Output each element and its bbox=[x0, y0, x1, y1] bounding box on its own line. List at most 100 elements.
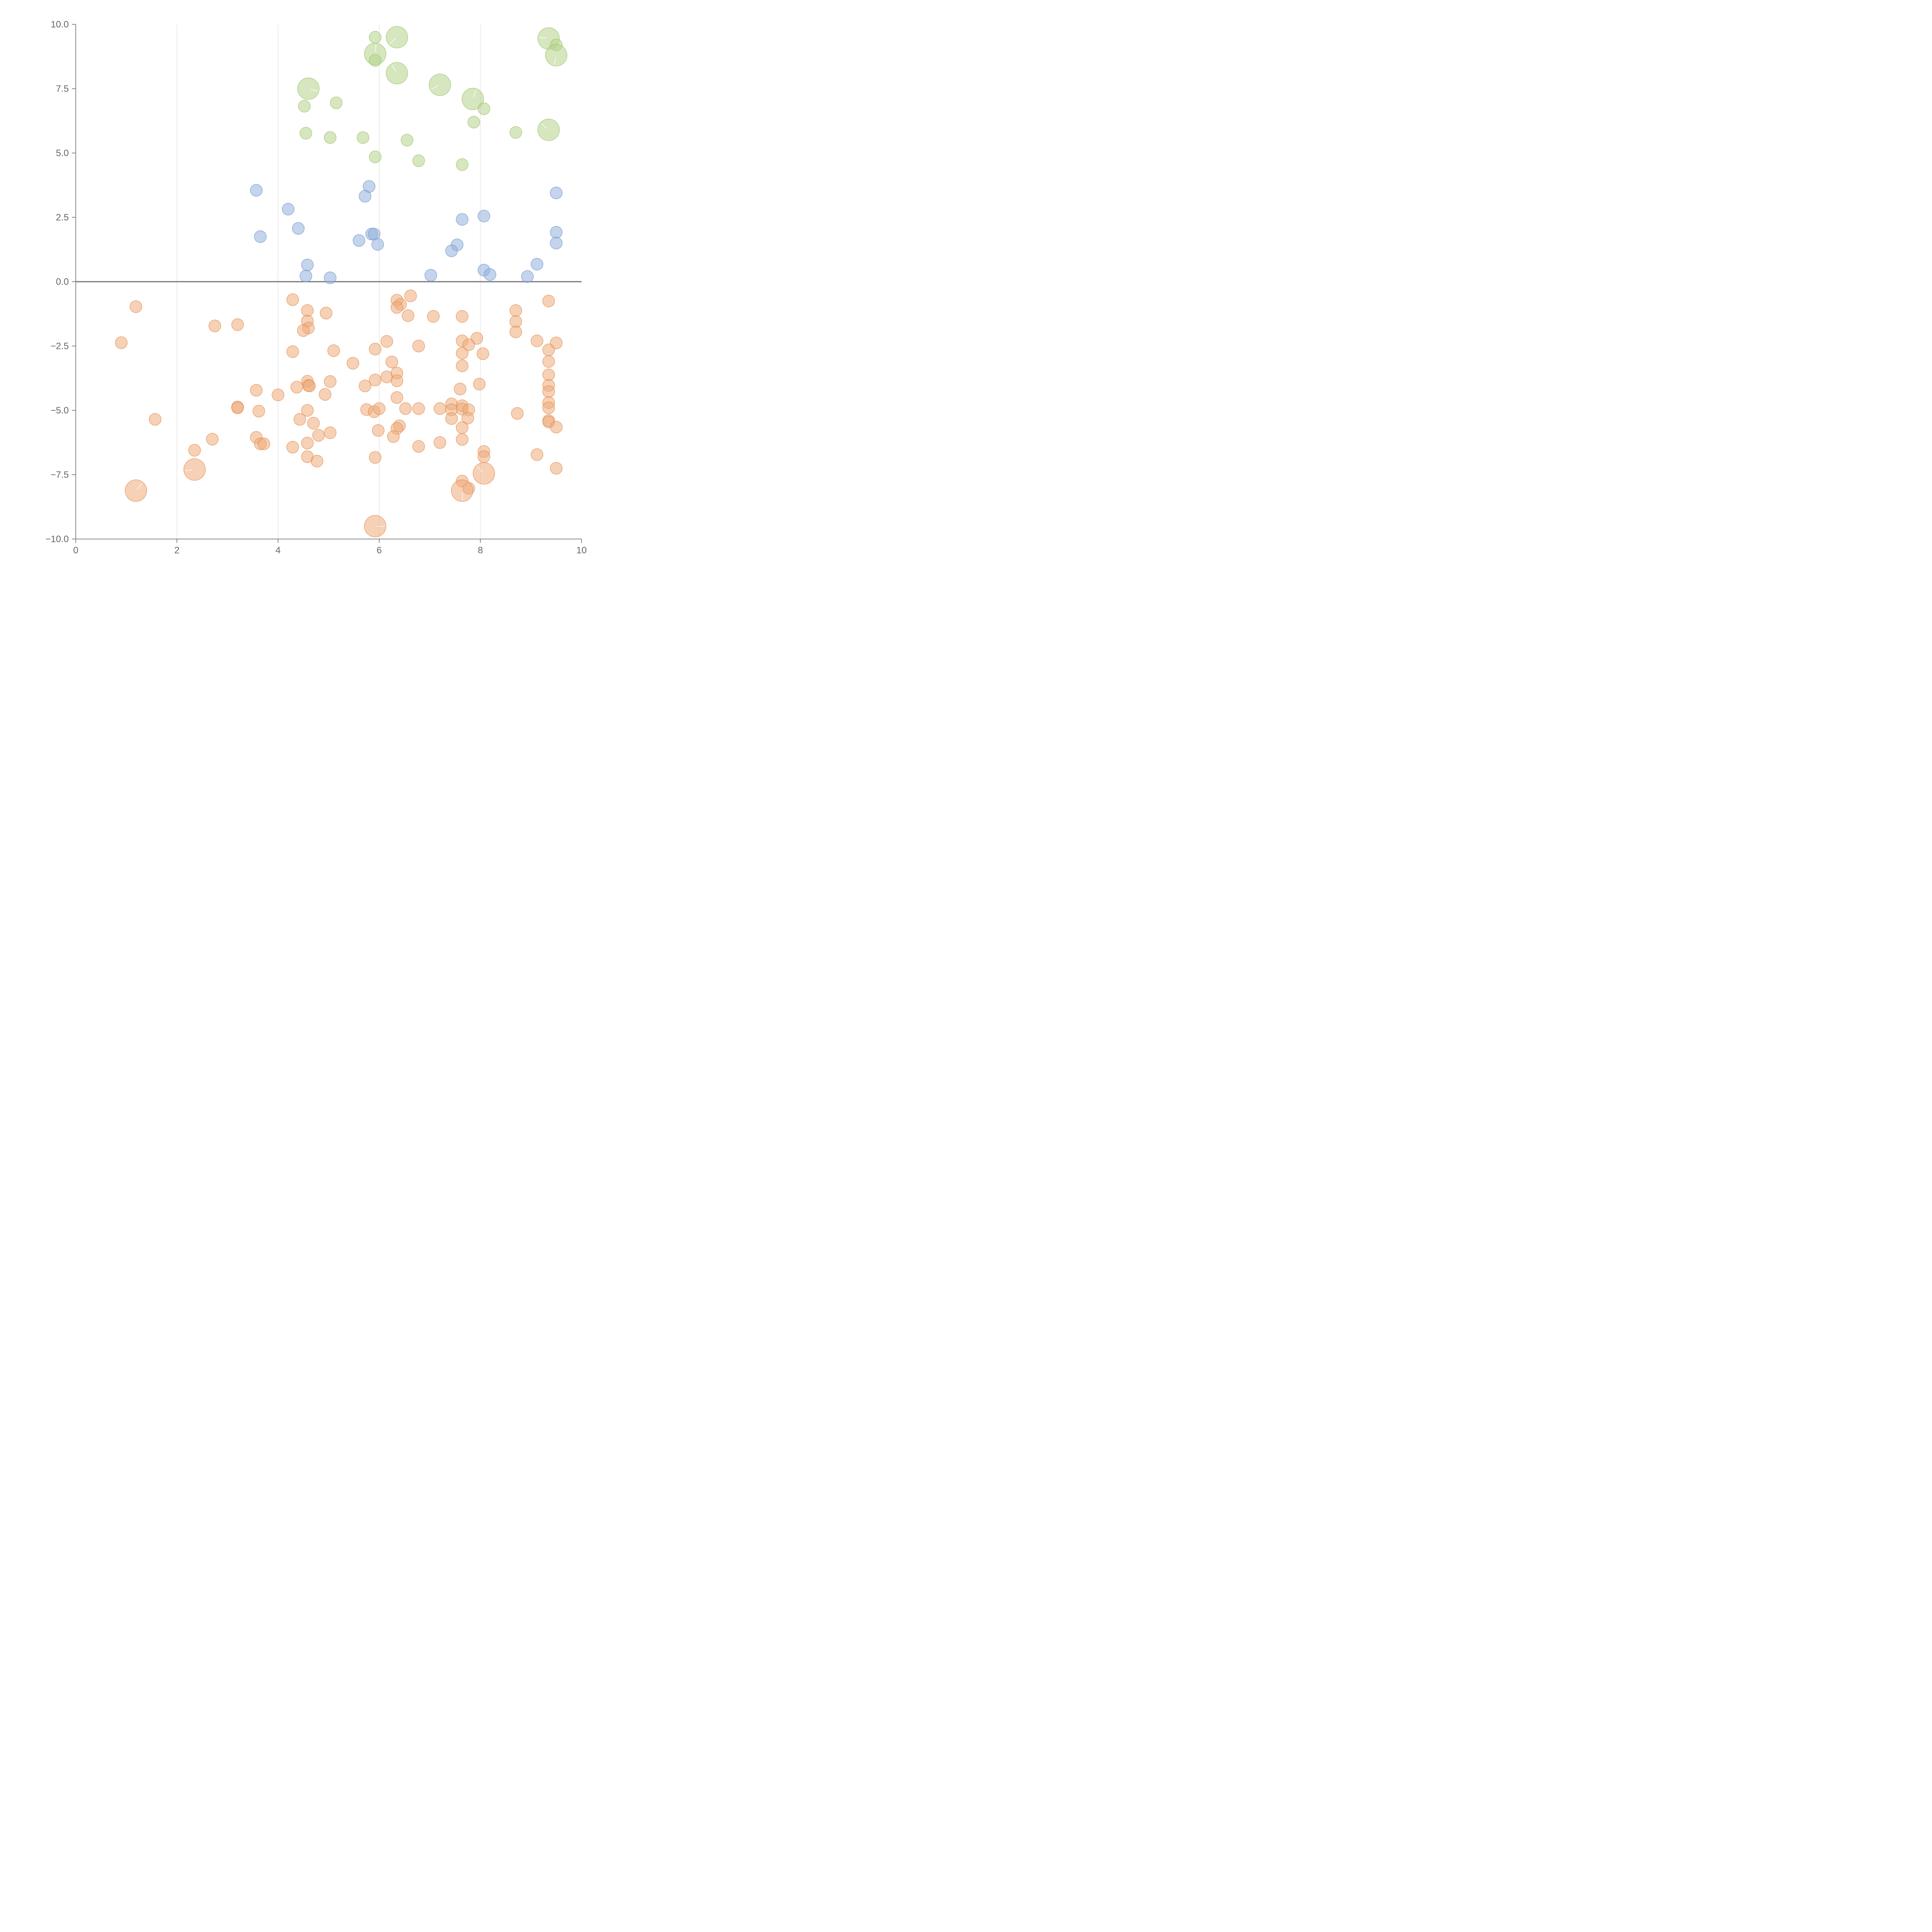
orange-point bbox=[301, 437, 314, 449]
orange-point bbox=[380, 335, 393, 348]
orange-point bbox=[542, 294, 555, 308]
y-tick-label: −10.0 bbox=[45, 534, 69, 544]
green-point-marker bbox=[391, 65, 396, 72]
blue-point bbox=[352, 234, 366, 247]
y-tick-label: 5.0 bbox=[56, 148, 69, 158]
blue-point bbox=[371, 238, 384, 251]
orange-point-marker bbox=[462, 492, 463, 500]
blue-point bbox=[250, 184, 263, 197]
orange-point bbox=[301, 304, 314, 317]
orange-point bbox=[542, 355, 555, 368]
blue-point bbox=[531, 258, 544, 270]
orange-point bbox=[369, 343, 382, 355]
orange-point bbox=[412, 402, 425, 415]
orange-point bbox=[286, 345, 299, 358]
green-point bbox=[429, 73, 451, 96]
tick-labels: 0 2 4 6 8 10 −10.0 −7.5 −5.0 −2.5 0.0 2.5 5.0 7.5 10.0 bbox=[45, 19, 587, 556]
orange-point bbox=[511, 407, 524, 420]
orange-point bbox=[434, 402, 446, 415]
blue-point bbox=[550, 226, 563, 239]
blue-point bbox=[292, 222, 305, 235]
orange-point bbox=[542, 344, 555, 356]
orange-point bbox=[257, 437, 270, 450]
orange-point bbox=[252, 405, 265, 418]
orange-point bbox=[451, 480, 473, 502]
green-point bbox=[299, 127, 312, 139]
orange-point bbox=[286, 440, 299, 454]
orange-point bbox=[319, 388, 332, 401]
blue-point bbox=[282, 202, 295, 216]
orange-point bbox=[542, 368, 555, 381]
green-point-marker bbox=[310, 89, 318, 92]
green-point-marker bbox=[473, 90, 476, 97]
orange-point bbox=[390, 301, 403, 314]
green-point bbox=[461, 88, 484, 110]
orange-point bbox=[183, 458, 206, 481]
blue-point bbox=[456, 213, 469, 226]
orange-point bbox=[372, 424, 385, 437]
orange-point bbox=[272, 388, 284, 401]
blue-point bbox=[483, 268, 497, 281]
green-point-marker bbox=[375, 44, 376, 52]
orange-point bbox=[456, 347, 469, 360]
orange-point bbox=[320, 307, 333, 320]
orange-point bbox=[369, 374, 382, 386]
blue-point bbox=[424, 269, 437, 282]
orange-point bbox=[412, 440, 425, 453]
green-point bbox=[401, 134, 413, 146]
orange-point bbox=[473, 462, 495, 485]
blue-point bbox=[445, 244, 458, 257]
orange-point bbox=[550, 462, 563, 475]
orange-point bbox=[286, 293, 299, 306]
orange-point bbox=[531, 334, 544, 347]
orange-point bbox=[327, 344, 340, 357]
orange-point bbox=[303, 379, 316, 392]
y-tick-label: −7.5 bbox=[51, 470, 69, 480]
green-point bbox=[298, 100, 311, 113]
x-tick-label: 2 bbox=[174, 545, 179, 556]
orange-point bbox=[324, 375, 337, 388]
orange-point bbox=[324, 426, 337, 439]
x-tick-label: 4 bbox=[276, 545, 281, 556]
green-point bbox=[369, 54, 382, 67]
x-tick-label: 8 bbox=[478, 545, 483, 556]
orange-point bbox=[456, 359, 469, 372]
orange-point bbox=[129, 300, 143, 313]
green-point bbox=[297, 77, 320, 100]
green-point bbox=[369, 31, 382, 44]
green-point bbox=[386, 62, 408, 85]
orange-point bbox=[412, 340, 425, 352]
orange-point bbox=[115, 336, 128, 349]
orange-point bbox=[509, 325, 522, 338]
orange-point bbox=[390, 391, 403, 404]
green-point bbox=[456, 158, 469, 171]
green-point-marker bbox=[541, 123, 548, 129]
blue-point bbox=[324, 271, 337, 284]
orange-point bbox=[542, 385, 555, 398]
green-point bbox=[537, 119, 560, 141]
orange-point bbox=[206, 433, 219, 446]
green-point bbox=[509, 126, 522, 139]
orange-point bbox=[149, 413, 162, 426]
x-tick-label: 0 bbox=[73, 545, 78, 556]
green-point bbox=[357, 131, 369, 144]
y-tick-label: 7.5 bbox=[56, 84, 69, 94]
green-point bbox=[467, 116, 480, 129]
blue-point bbox=[550, 236, 563, 250]
orange-point bbox=[364, 515, 386, 537]
orange-point bbox=[297, 324, 310, 337]
orange-point bbox=[290, 381, 303, 394]
orange-point-marker bbox=[185, 469, 193, 471]
orange-point bbox=[347, 357, 359, 370]
blue-point bbox=[478, 209, 490, 223]
orange-point bbox=[231, 318, 244, 331]
blue-point bbox=[521, 270, 534, 283]
orange-point bbox=[311, 454, 323, 468]
orange-point bbox=[461, 412, 474, 425]
orange-point bbox=[478, 450, 490, 463]
orange-point bbox=[462, 338, 475, 351]
y-tick-label: 0.0 bbox=[56, 277, 69, 287]
x-tick-label: 6 bbox=[377, 545, 382, 556]
green-point-marker bbox=[554, 57, 556, 65]
orange-point bbox=[401, 309, 415, 322]
